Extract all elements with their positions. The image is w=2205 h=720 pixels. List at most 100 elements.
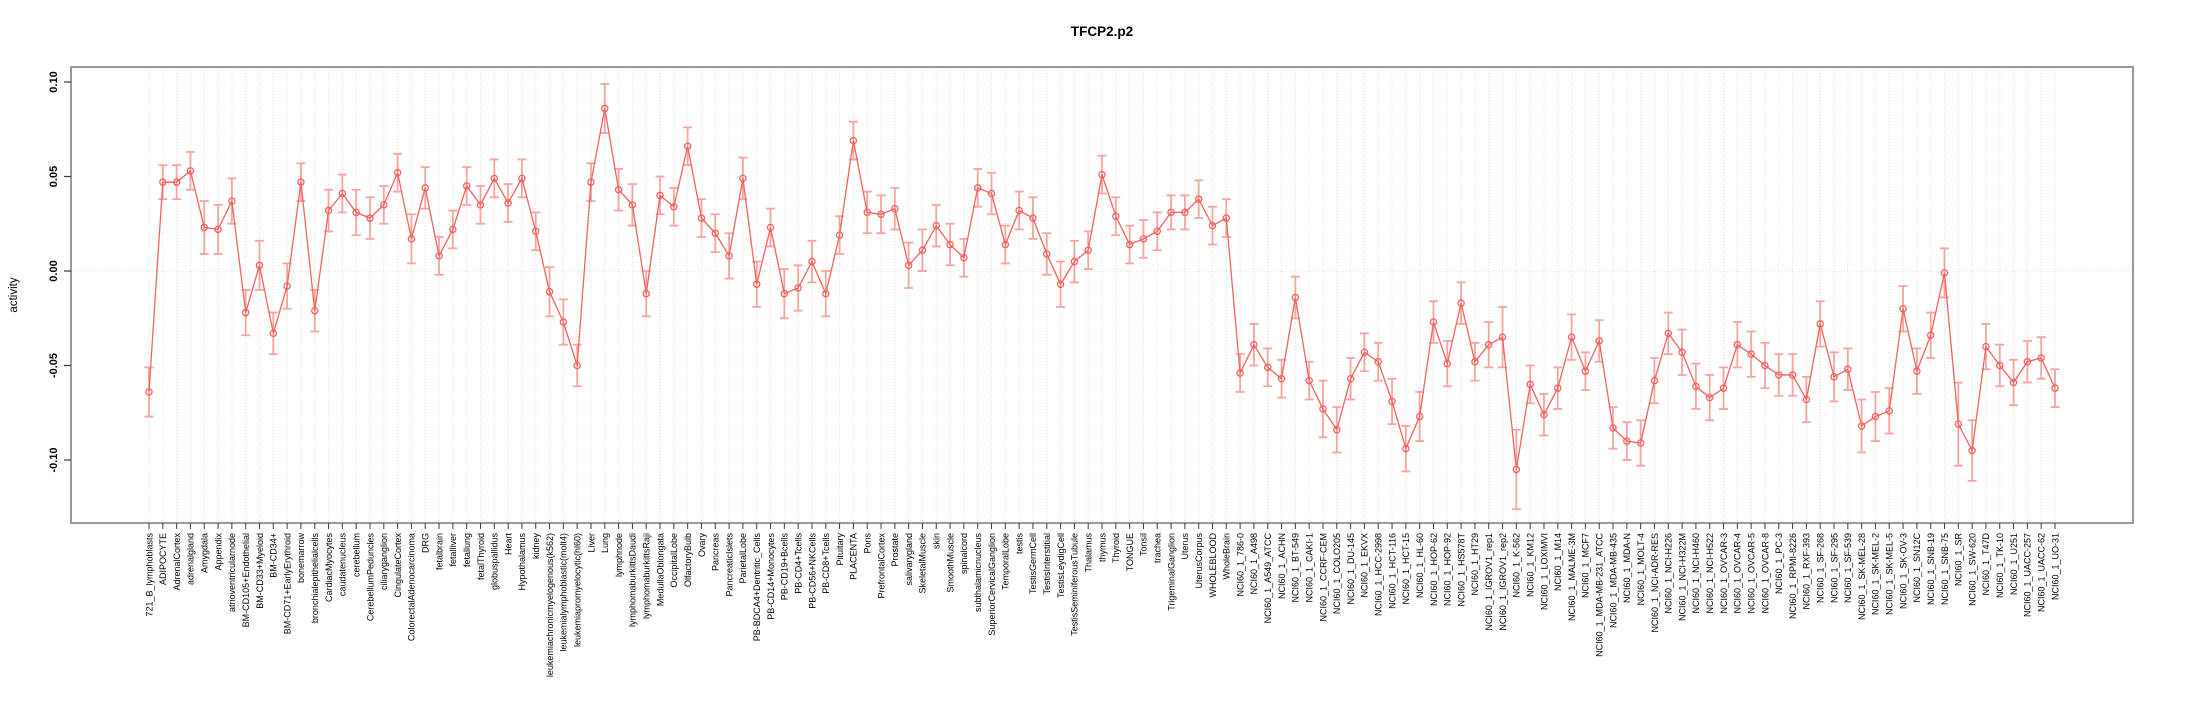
y-tick-label: 0.00 xyxy=(48,260,60,281)
data-point xyxy=(241,308,250,317)
x-category-label: PB-CD56+NKCells xyxy=(807,533,817,609)
x-category-label: spinalcord xyxy=(959,533,969,574)
data-point xyxy=(214,225,222,234)
data-point xyxy=(946,240,954,249)
x-category-label: NCI60_1_A549_ATCC xyxy=(1263,533,1273,624)
data-point xyxy=(1250,340,1258,349)
data-point xyxy=(2009,378,2018,387)
data-point xyxy=(739,174,747,183)
x-category-label: TestisSeminiferousTubule xyxy=(1070,533,1080,636)
x-category-label: 721_B_lymphoblasts xyxy=(144,533,154,617)
x-category-label: Hypothalamus xyxy=(517,533,527,591)
x-category-label: cerebellum xyxy=(351,533,361,577)
data-point xyxy=(435,252,443,260)
data-point xyxy=(1705,393,1714,402)
x-category-label: skin xyxy=(932,533,942,549)
x-category-label: NCI60_1_HL-60 xyxy=(1415,533,1425,598)
x-category-label: NCI60_1_SK-MEL-28 xyxy=(1857,533,1867,620)
x-category-label: AdrenalCortex xyxy=(172,533,182,591)
x-category-label: bronchialepithelialcells xyxy=(310,533,320,624)
x-category-label: NCI60_1_SNB-75 xyxy=(1940,533,1950,605)
x-category-label: Heart xyxy=(503,533,513,556)
x-category-label: OccipitalLobe xyxy=(669,533,679,588)
series-line xyxy=(148,108,2056,470)
y-tick-label: 0.10 xyxy=(48,71,60,92)
data-point xyxy=(1029,214,1037,222)
x-category-label: MedullaOblongata xyxy=(655,533,665,606)
x-category-label: globuspallidus xyxy=(490,533,500,591)
x-category-label: NCI60_1_KM12 xyxy=(1525,533,1535,597)
data-point xyxy=(352,208,360,217)
x-category-label: PB-CD19+Bcells xyxy=(780,533,790,601)
data-point xyxy=(407,235,416,243)
data-point xyxy=(1153,227,1161,236)
data-point xyxy=(587,178,595,186)
y-tick-label: 0.05 xyxy=(48,166,60,187)
x-category-label: NCI60_1_U251 xyxy=(2009,533,2019,595)
x-category-label: NCI60_1_PC-3 xyxy=(1774,533,1784,594)
data-point xyxy=(697,214,706,222)
data-point xyxy=(628,201,637,209)
data-point xyxy=(822,289,830,298)
data-point xyxy=(1595,337,1603,345)
x-category-label: testis xyxy=(1014,533,1024,555)
data-point xyxy=(1457,299,1465,307)
x-category-label: NCI60_1_COLO205 xyxy=(1332,533,1342,614)
x-category-label: NCI60_1_UACC-62 xyxy=(2036,533,2046,612)
x-category-label: NCI60_1_HS578T xyxy=(1456,533,1466,607)
data-point xyxy=(297,178,305,186)
x-category-label: Ovary xyxy=(697,533,707,558)
x-category-label: NCI60_1_MDA-MB-231_ATCC xyxy=(1595,533,1605,657)
x-category-label: CardiacMyocytes xyxy=(324,533,334,603)
x-category-label: NCI60_1_HCT-15 xyxy=(1401,533,1411,605)
x-category-label: PLACENTA xyxy=(849,533,859,580)
data-point xyxy=(1526,380,1534,389)
x-category-label: TestisInterstitial xyxy=(1042,533,1052,595)
x-category-label: NCI60_1_OVCAR-3 xyxy=(1719,533,1729,614)
data-point xyxy=(1112,212,1120,220)
x-category-label: CerebellumPeduncles xyxy=(365,533,375,622)
data-point xyxy=(1968,446,1976,455)
x-category-label: fetalliver xyxy=(448,533,458,567)
x-category-label: ADIPOCYTE xyxy=(158,533,168,585)
data-point xyxy=(145,388,153,396)
chart-title: TFCP2.p2 xyxy=(1071,24,1133,39)
x-category-label: NCI60_1_TK-10 xyxy=(1995,533,2005,598)
x-category-label: BM-CD105+Endothelial xyxy=(241,533,251,627)
data-point xyxy=(393,168,402,177)
x-category-label: leukemiachronicmyelogenous(k562) xyxy=(545,533,555,677)
data-point xyxy=(200,223,208,232)
data-point xyxy=(1581,367,1590,375)
x-category-label: NCI60_1_HOP-92 xyxy=(1443,533,1453,606)
x-category-label: NCI60_1_UO-31 xyxy=(2050,533,2060,600)
x-category-label: OlfactoryBulb xyxy=(683,533,693,587)
x-category-label: NCI60_1_EKVX xyxy=(1360,533,1370,598)
data-point xyxy=(1471,357,1479,366)
data-point xyxy=(1871,412,1880,421)
x-category-label: NCI60_1_OVCAR-5 xyxy=(1746,533,1756,614)
data-point xyxy=(1388,397,1396,406)
x-category-label: BM-CD71+EarlyErythroid xyxy=(282,533,292,634)
data-point xyxy=(1139,235,1148,243)
data-point xyxy=(449,225,457,234)
data-point xyxy=(1263,363,1272,372)
x-category-label: ParietalLobe xyxy=(738,533,748,584)
data-point xyxy=(1719,384,1728,392)
x-category-label: kidney xyxy=(531,533,541,560)
data-point xyxy=(725,252,733,260)
data-point xyxy=(1084,246,1092,254)
data-point xyxy=(1802,395,1811,404)
x-category-label: caudatenucleus xyxy=(338,533,348,597)
data-point xyxy=(601,104,609,113)
data-point xyxy=(835,231,844,239)
data-point xyxy=(1926,331,1935,340)
data-point xyxy=(2023,357,2032,366)
data-point xyxy=(1346,374,1355,383)
data-point xyxy=(987,189,996,198)
data-point xyxy=(960,254,968,262)
x-category-label: NCI60_1_SNB-19 xyxy=(1926,533,1936,605)
data-point xyxy=(1733,340,1742,349)
data-point xyxy=(1098,170,1106,179)
x-category-label: NCI60_1_SF-295 xyxy=(1829,533,1839,603)
data-point xyxy=(1167,208,1175,217)
